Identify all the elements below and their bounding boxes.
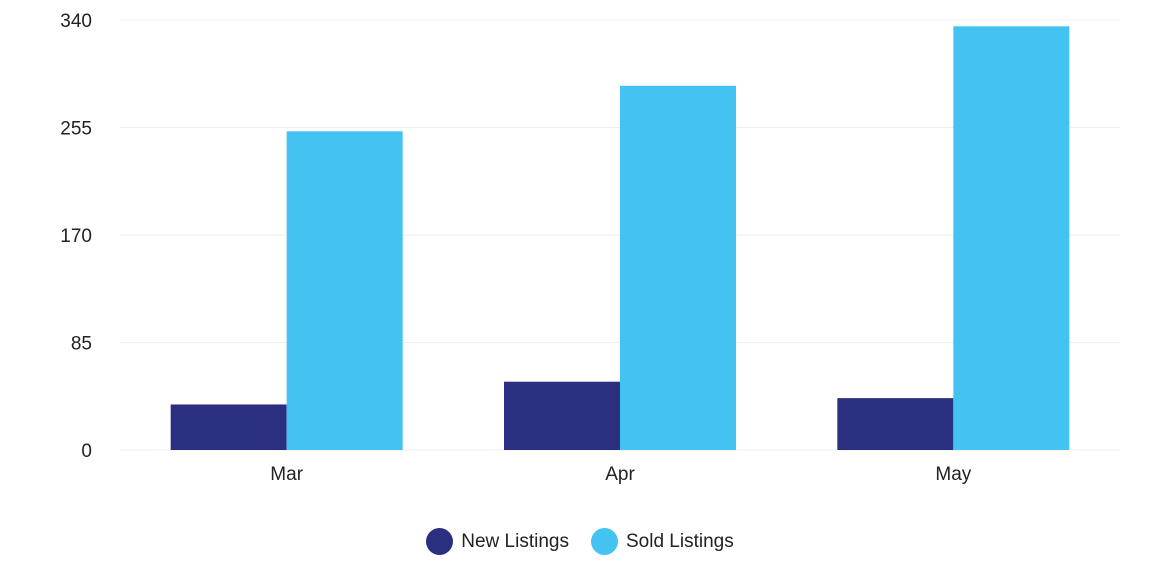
- x-tick-label-may: May: [935, 464, 971, 485]
- bar-new-listings-apr[interactable]: [504, 381, 620, 450]
- bar-sold-listings-apr[interactable]: [620, 85, 736, 450]
- bar-sold-listings-may[interactable]: [953, 26, 1070, 451]
- legend-label-sold-listings: Sold Listings: [625, 530, 734, 552]
- y-tick-label-340: 340: [60, 11, 92, 32]
- x-tick-label-mar: Mar: [270, 464, 303, 485]
- y-tick-label-0: 0: [81, 441, 92, 462]
- y-tick-label-85: 85: [71, 334, 92, 355]
- legend-item-new-listings[interactable]: New Listings: [426, 528, 569, 555]
- bar-new-listings-may[interactable]: [837, 398, 954, 450]
- legend-item-sold-listings[interactable]: Sold Listings: [590, 528, 734, 555]
- legend-swatch-new-listings: [426, 528, 454, 555]
- x-tick-label-apr: Apr: [605, 464, 635, 485]
- bar-sold-listings-mar[interactable]: [286, 131, 403, 450]
- legend-swatch-sold-listings: [590, 528, 618, 555]
- y-tick-label-170: 170: [60, 226, 92, 247]
- legend: New Listings Sold Listings: [0, 528, 1160, 555]
- bar-new-listings-mar[interactable]: [170, 404, 287, 450]
- y-tick-label-255: 255: [60, 119, 92, 140]
- legend-label-new-listings: New Listings: [461, 530, 569, 552]
